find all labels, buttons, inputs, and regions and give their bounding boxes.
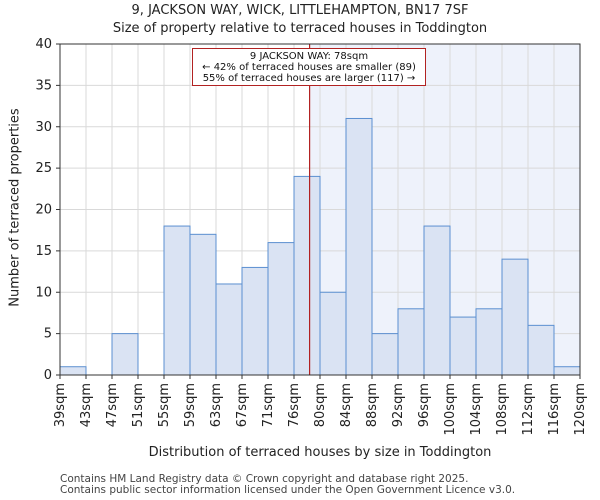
x-tick-label: 39sqm	[53, 383, 68, 427]
y-tick-label: 20	[35, 203, 52, 218]
annotation-line-3: 55% of terraced houses are larger (117) …	[202, 73, 416, 84]
x-tick-label: 96sqm	[417, 383, 432, 427]
x-tick-label: 108sqm	[495, 383, 510, 436]
y-tick-label: 0	[44, 368, 52, 383]
chart-title: Size of property relative to terraced ho…	[112, 21, 488, 36]
bar	[397, 308, 425, 376]
x-tick-label: 63sqm	[209, 383, 224, 427]
x-tick-label: 92sqm	[391, 383, 406, 427]
y-tick-label: 40	[35, 37, 52, 52]
bar	[59, 366, 87, 376]
chart-title-address: 9, JACKSON WAY, WICK, LITTLEHAMPTON, BN1…	[131, 3, 469, 18]
x-tick-label: 55sqm	[157, 383, 172, 427]
x-axis-label: Distribution of terraced houses by size …	[148, 445, 492, 460]
bar	[345, 117, 373, 376]
bar	[241, 266, 269, 376]
y-tick-label: 10	[35, 285, 52, 300]
y-tick-label: 5	[44, 327, 52, 342]
x-tick-label: 112sqm	[521, 383, 536, 436]
x-tick-label: 59sqm	[183, 383, 198, 427]
bar	[163, 225, 191, 376]
bar	[111, 333, 139, 376]
bar	[449, 316, 477, 376]
x-tick-label: 76sqm	[287, 383, 302, 427]
x-tick-label: 120sqm	[573, 383, 588, 436]
x-tick-label: 84sqm	[339, 383, 354, 427]
y-tick-label: 35	[35, 78, 52, 93]
x-tick-label: 47sqm	[105, 383, 120, 427]
footer-licence: Contains public sector information licen…	[60, 484, 516, 496]
annotation-line-2: ← 42% of terraced houses are smaller (89…	[202, 62, 416, 73]
annotation-box: 9 JACKSON WAY: 78sqm ← 42% of terraced h…	[192, 48, 426, 86]
annotation-line-1: 9 JACKSON WAY: 78sqm	[249, 51, 369, 62]
x-tick-label: 67sqm	[235, 383, 250, 427]
bar	[189, 233, 217, 376]
bar	[553, 366, 581, 376]
x-tick-label: 104sqm	[469, 383, 484, 436]
y-axis-label: Number of terraced properties	[7, 108, 23, 307]
y-tick-label: 15	[35, 244, 52, 259]
x-tick-label: 71sqm	[261, 383, 276, 427]
y-tick-label: 25	[35, 161, 52, 176]
x-tick-label: 100sqm	[443, 383, 458, 436]
bar	[501, 258, 529, 376]
x-tick-label: 116sqm	[547, 383, 562, 436]
bar	[319, 291, 347, 376]
y-tick-label: 30	[35, 120, 52, 135]
bar	[215, 283, 243, 376]
bar	[371, 333, 399, 376]
x-tick-label: 51sqm	[131, 383, 146, 427]
bar	[423, 225, 451, 376]
bar	[475, 308, 503, 376]
bar	[527, 324, 555, 376]
bar	[267, 242, 295, 376]
x-tick-label: 80sqm	[313, 383, 328, 427]
bar	[293, 175, 321, 376]
footer-copyright: Contains HM Land Registry data © Crown c…	[60, 473, 469, 485]
x-tick-label: 88sqm	[365, 383, 380, 427]
x-tick-label: 43sqm	[79, 383, 94, 427]
